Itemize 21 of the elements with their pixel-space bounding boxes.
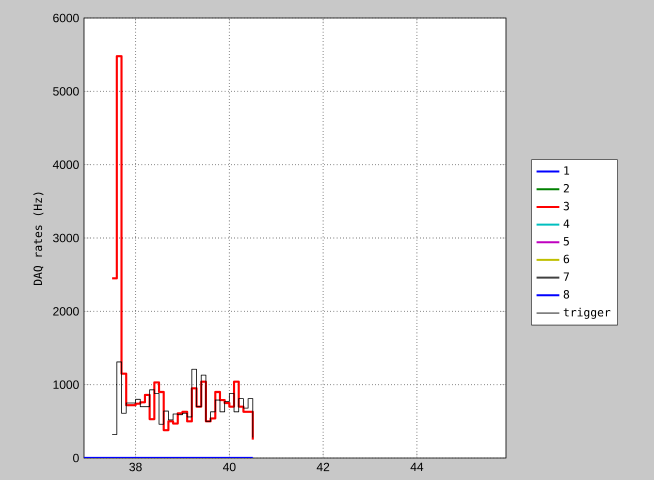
x-tick-label: 44 — [410, 462, 424, 471]
legend-label: trigger — [564, 308, 610, 319]
y-axis-title: DAQ rates (Hz) — [33, 192, 44, 286]
y-tick-label: 1000 — [54, 380, 79, 389]
y-tick-label: 4000 — [52, 160, 79, 169]
y-tick-label: 0 — [73, 454, 79, 462]
legend-label: 6 — [564, 254, 570, 264]
legend-label: 5 — [564, 237, 569, 246]
x-tick-label: 38 — [129, 462, 142, 472]
legend-label: 2 — [564, 184, 569, 192]
x-tick-label: 42 — [316, 462, 330, 472]
x-tick-label: 40 — [222, 462, 236, 472]
y-tick-label: 3000 — [53, 234, 79, 242]
legend-label: 4 — [564, 220, 570, 228]
y-tick-label: 2000 — [53, 307, 79, 316]
y-tick-label: 6000 — [53, 14, 79, 22]
legend-label: 1 — [564, 166, 570, 175]
y-tick-label: 5000 — [53, 87, 79, 96]
legend-label: 8 — [564, 290, 570, 299]
legend-label: 3 — [564, 202, 569, 210]
legend-label: 7 — [564, 272, 569, 281]
